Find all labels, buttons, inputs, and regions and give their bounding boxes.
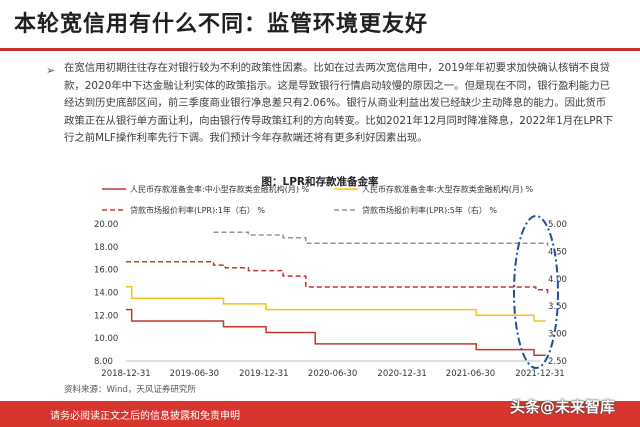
lpr-rrr-chart: 20.00 18.00 16.00 14.00 12.00 10.00 8.00 5.00 4.…	[94, 184, 567, 379]
left-tick-label: 16.00	[94, 266, 118, 276]
highlight-ellipse	[513, 215, 559, 369]
x-tick-label: 2021-06-30	[446, 369, 495, 379]
chart-title: 图：LPR和存款准备金率	[261, 176, 379, 188]
bullet-icon: ➢	[46, 64, 56, 77]
right-tick-label: 3.00	[548, 330, 567, 340]
left-tick-label: 10.00	[94, 334, 118, 344]
left-tick-label: 18.00	[94, 243, 118, 253]
x-tick-label: 2020-06-30	[308, 369, 357, 379]
page-title: 本轮宽信用有什么不同：监管环境更友好	[14, 12, 429, 37]
source-note: 资料来源：Wind，天风证券研究所	[64, 385, 196, 395]
title-divider	[0, 48, 640, 51]
right-tick-label: 5.00	[548, 220, 567, 230]
body-paragraph: 在宽信用初期往往存在对银行较为不利的政策性因素。比如在过去两次宽信用中，2019…	[64, 62, 614, 145]
right-tick-label: 4.00	[548, 275, 567, 285]
legend-label-4: 贷款市场报价利率(LPR):5年（右） %	[362, 205, 497, 215]
series-line-4	[213, 231, 549, 246]
left-tick-label: 20.00	[94, 220, 118, 230]
right-tick-label: 2.50	[548, 357, 567, 367]
footer-bar	[0, 401, 640, 427]
left-tick-label: 14.00	[94, 289, 118, 299]
series-line-3	[126, 261, 549, 296]
left-tick-label: 8.00	[94, 357, 113, 367]
legend-label-1: 人民币存款准备金率:中小型存款类金融机构(月) %	[130, 184, 309, 194]
right-tick-label: 4.50	[548, 247, 567, 257]
legend-label-3: 贷款市场报价利率(LPR):1年（右） %	[130, 205, 265, 215]
x-tick-label: 2020-12-31	[377, 369, 426, 379]
watermark: 头条@未来智库	[510, 398, 616, 416]
legend-label-2: 人民币存款准备金率:大型存款类金融机构(月) %	[362, 184, 533, 194]
x-tick-label: 2018-12-31	[101, 369, 150, 379]
series-line-1	[126, 308, 546, 357]
x-tick-label: 2021-12-31	[515, 369, 564, 379]
left-tick-label: 12.00	[94, 311, 118, 321]
right-tick-label: 3.50	[548, 302, 567, 312]
series-line-2	[126, 286, 546, 322]
x-tick-label: 2019-06-30	[170, 369, 219, 379]
x-tick-label: 2019-12-31	[239, 369, 288, 379]
footer-disclaimer: 请务必阅读正文之后的信息披露和免责申明	[50, 411, 240, 422]
